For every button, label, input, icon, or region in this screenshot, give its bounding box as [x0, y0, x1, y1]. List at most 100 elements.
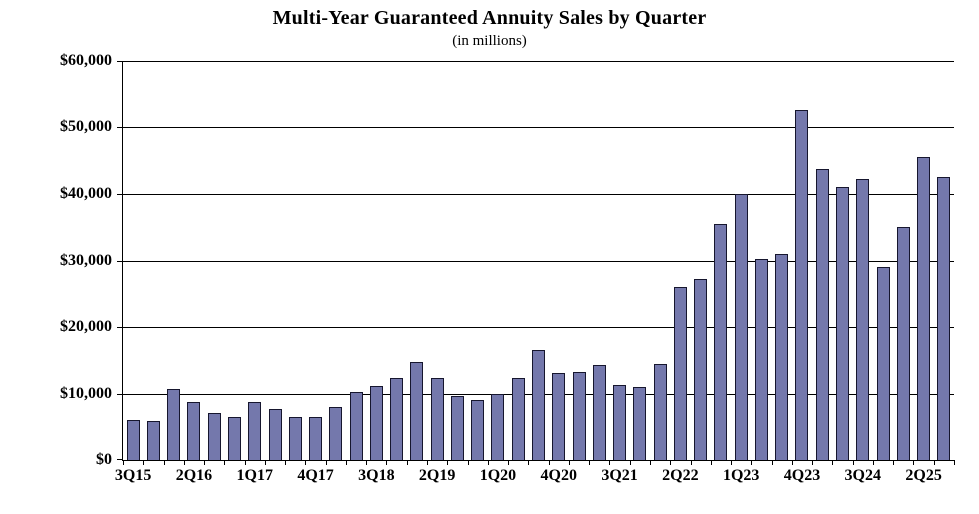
x-axis-tick	[629, 460, 631, 465]
x-axis-tick	[183, 460, 185, 465]
bar	[856, 178, 870, 460]
x-axis-label: 2Q19	[418, 467, 456, 484]
plot-area: 3Q15 2Q16 1Q17 4Q17 3Q18 2Q19 1Q20 4Q20 3Q21 2Q22…	[115, 61, 955, 484]
x-axis-tick	[244, 460, 246, 465]
bar	[369, 386, 383, 460]
y-axis-tick	[117, 394, 123, 395]
x-axis-tick	[670, 460, 672, 465]
x-axis-label: 3Q15	[114, 467, 152, 484]
x-axis-label: 4Q20	[540, 467, 577, 484]
x-axis-label: 4Q23	[783, 467, 821, 484]
x-axis-tick	[893, 460, 895, 465]
bar	[896, 227, 910, 460]
bar	[734, 194, 748, 460]
bar	[288, 417, 302, 460]
x-axis-tick	[832, 460, 834, 465]
bar	[410, 362, 424, 460]
y-axis-tick	[117, 127, 123, 128]
x-axis-tick	[771, 460, 773, 465]
x-axis-tick	[305, 460, 307, 465]
gridline-h	[123, 194, 954, 195]
gridline-h	[123, 261, 954, 262]
y-axis-label: $20,000	[60, 318, 112, 335]
bar	[754, 258, 768, 460]
bar	[714, 223, 728, 460]
x-axis-tick	[487, 460, 489, 465]
bar	[227, 417, 241, 460]
bar	[349, 391, 363, 460]
bar	[167, 388, 181, 460]
bar	[248, 401, 262, 460]
y-axis-tick	[117, 61, 123, 62]
x-axis-tick	[123, 460, 124, 465]
x-axis-tick	[791, 460, 793, 465]
gridline-h	[123, 61, 954, 62]
x-axis-tick	[731, 460, 733, 465]
x-axis-tick	[427, 460, 429, 465]
bar	[207, 413, 221, 460]
x-axis-tick	[224, 460, 226, 465]
chart-title: Multi-Year Guaranteed Annuity Sales by Q…	[272, 7, 707, 29]
x-axis-label: 1Q20	[479, 467, 517, 484]
y-axis-label: $40,000	[60, 185, 112, 202]
gridline-h	[123, 127, 954, 128]
x-axis-tick	[649, 460, 651, 465]
y-axis-label: $10,000	[60, 385, 112, 402]
bar	[450, 396, 464, 460]
bar	[471, 400, 485, 460]
y-axis-tick	[117, 459, 123, 460]
x-axis-label: 3Q21	[601, 467, 638, 484]
x-axis-label: 1Q23	[722, 467, 760, 484]
bar	[511, 377, 525, 460]
x-axis-tick	[386, 460, 388, 465]
x-axis-tick	[933, 460, 935, 465]
bar	[268, 408, 282, 460]
bar	[653, 364, 667, 460]
x-axis-tick	[345, 460, 347, 465]
bar	[795, 110, 809, 460]
bar	[815, 169, 829, 460]
x-axis-tick	[285, 460, 287, 465]
y-axis-tick	[117, 194, 123, 195]
x-axis-label: 3Q18	[358, 467, 395, 484]
bar	[187, 402, 201, 460]
x-axis-tick	[325, 460, 327, 465]
bar	[430, 378, 444, 460]
y-axis-label: $30,000	[60, 252, 112, 269]
bar	[390, 377, 404, 460]
bar	[917, 157, 931, 460]
y-axis-tick	[117, 261, 123, 262]
bar	[552, 372, 566, 460]
bar	[146, 420, 160, 460]
x-axis-tick	[143, 460, 145, 465]
bar	[592, 364, 606, 460]
x-axis-tick	[264, 460, 266, 465]
bar	[633, 386, 647, 460]
x-axis-label: 2Q22	[662, 467, 699, 484]
bar	[126, 420, 140, 460]
x-axis-tick	[812, 460, 814, 465]
bar	[491, 394, 505, 460]
x-axis-label: 2Q16	[175, 467, 213, 484]
bar	[694, 278, 708, 460]
x-axis-tick	[710, 460, 712, 465]
x-axis-tick	[163, 460, 165, 465]
x-axis-tick	[406, 460, 408, 465]
y-axis-tick	[117, 327, 123, 328]
x-axis-label: 4Q17	[297, 467, 334, 484]
x-axis-tick	[954, 460, 955, 465]
x-axis-tick	[204, 460, 206, 465]
x-axis-tick	[751, 460, 753, 465]
gridline-h	[123, 327, 954, 328]
x-axis-tick	[589, 460, 591, 465]
x-axis-tick	[528, 460, 530, 465]
x-axis-tick	[548, 460, 550, 465]
x-axis-tick	[690, 460, 692, 465]
x-axis-tick	[913, 460, 915, 465]
bar	[613, 384, 627, 460]
bar	[937, 176, 951, 460]
bar	[572, 372, 586, 460]
x-axis-label: 1Q17	[236, 467, 273, 484]
bar	[673, 287, 687, 460]
